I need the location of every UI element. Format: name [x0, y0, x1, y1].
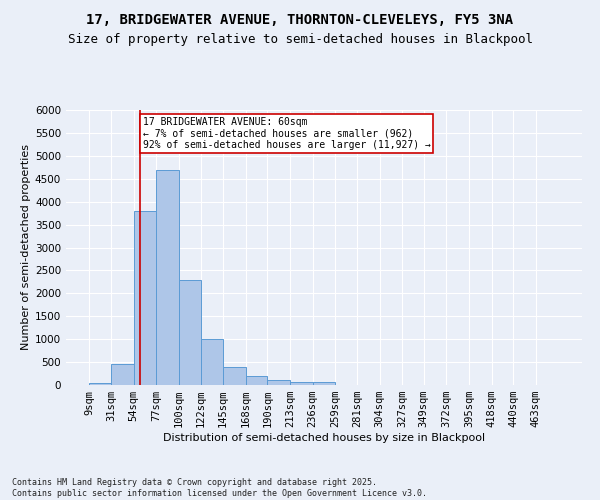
Bar [111, 364, 134, 385]
Text: Size of property relative to semi-detached houses in Blackpool: Size of property relative to semi-detach… [67, 32, 533, 46]
Bar [246, 376, 268, 385]
Bar [89, 382, 111, 385]
Bar [223, 366, 246, 385]
Bar [179, 280, 200, 385]
Text: 17 BRIDGEWATER AVENUE: 60sqm
← 7% of semi-detached houses are smaller (962)
92% : 17 BRIDGEWATER AVENUE: 60sqm ← 7% of sem… [143, 117, 430, 150]
Bar [268, 380, 290, 385]
Bar [290, 382, 313, 385]
Text: 17, BRIDGEWATER AVENUE, THORNTON-CLEVELEYS, FY5 3NA: 17, BRIDGEWATER AVENUE, THORNTON-CLEVELE… [86, 12, 514, 26]
Bar [200, 339, 223, 385]
Y-axis label: Number of semi-detached properties: Number of semi-detached properties [21, 144, 31, 350]
Text: Contains HM Land Registry data © Crown copyright and database right 2025.
Contai: Contains HM Land Registry data © Crown c… [12, 478, 427, 498]
Bar [313, 382, 335, 385]
Bar [157, 170, 179, 385]
X-axis label: Distribution of semi-detached houses by size in Blackpool: Distribution of semi-detached houses by … [163, 433, 485, 443]
Bar [134, 211, 157, 385]
